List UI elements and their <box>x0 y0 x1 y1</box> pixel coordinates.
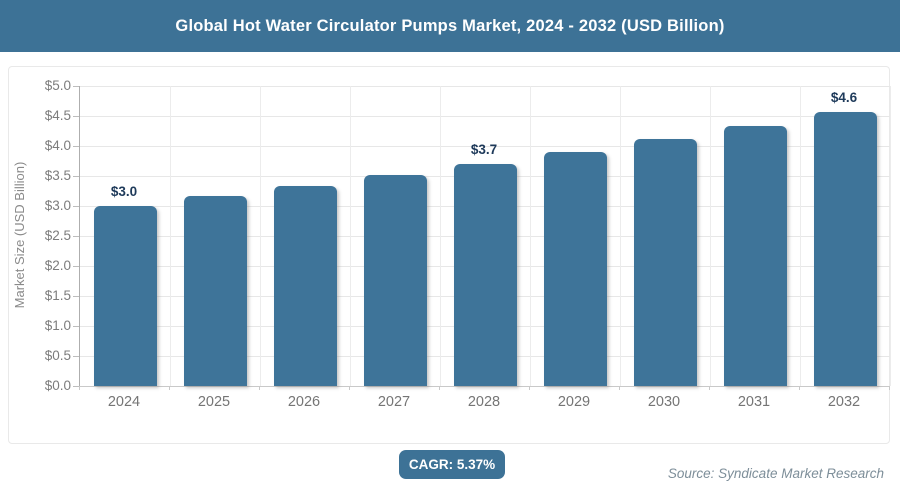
y-tick <box>73 145 79 147</box>
x-axis-label: 2032 <box>827 394 861 410</box>
y-tick <box>73 175 79 177</box>
bar-value-label: $3.7 <box>470 142 498 157</box>
bar <box>273 186 337 386</box>
bar-value-label: $3.0 <box>110 184 138 199</box>
x-axis-label: 2026 <box>287 394 321 410</box>
y-tick-label: $3.0 <box>44 198 71 213</box>
y-tick <box>73 115 79 117</box>
y-tick-label: $1.5 <box>44 288 71 303</box>
bar <box>633 139 697 386</box>
x-gridline <box>439 86 441 386</box>
x-gridline <box>889 86 891 386</box>
chart-title-bar: Global Hot Water Circulator Pumps Market… <box>0 0 900 52</box>
y-tick-label: $3.5 <box>44 168 71 183</box>
y-tick <box>73 85 79 87</box>
y-tick <box>73 205 79 207</box>
x-tick <box>798 386 800 390</box>
y-tick <box>73 325 79 327</box>
x-axis-label: 2028 <box>467 394 501 410</box>
bar <box>813 112 877 386</box>
y-tick <box>73 265 79 267</box>
y-gridline <box>80 115 890 117</box>
y-tick-label: $2.5 <box>44 228 71 243</box>
y-axis-title: Market Size (USD Billion) <box>12 161 27 309</box>
x-tick <box>618 386 620 390</box>
x-tick <box>348 386 350 390</box>
x-tick <box>888 386 890 390</box>
bar <box>183 196 247 386</box>
y-tick-label: $0.5 <box>44 348 71 363</box>
y-tick <box>73 235 79 237</box>
x-gridline <box>259 86 261 386</box>
y-tick-label: $4.5 <box>44 108 71 123</box>
x-axis-label: 2024 <box>107 394 141 410</box>
x-axis-label: 2029 <box>557 394 591 410</box>
source-note: Source: Syndicate Market Research <box>667 466 884 481</box>
cagr-badge: CAGR: 5.37% <box>399 450 505 479</box>
x-tick <box>168 386 170 390</box>
x-axis-label: 2030 <box>647 394 681 410</box>
y-tick <box>73 385 79 387</box>
x-tick <box>528 386 530 390</box>
x-gridline <box>169 86 171 386</box>
bar <box>453 164 517 386</box>
bar <box>363 175 427 386</box>
bar <box>93 206 157 386</box>
y-tick-label: $5.0 <box>44 78 71 93</box>
bar <box>543 152 607 386</box>
bar-value-label: $4.6 <box>830 90 858 106</box>
plot-area <box>73 85 891 387</box>
y-tick <box>73 295 79 297</box>
y-gridline <box>80 85 890 87</box>
y-tick-label: $1.0 <box>44 318 71 333</box>
x-axis-label: 2025 <box>197 394 231 410</box>
x-gridline <box>349 86 351 386</box>
x-axis-label: 2027 <box>377 394 411 410</box>
x-gridline <box>619 86 621 386</box>
x-gridline <box>529 86 531 386</box>
chart-card: $0.0 $0.5 $1.0 $1.5 $2.0 $2.5 $3.0 $3.5 $4.0 $4.5… <box>8 66 891 444</box>
page-title: Global Hot Water Circulator Pumps Market… <box>175 16 725 35</box>
x-tick <box>438 386 440 390</box>
x-tick <box>258 386 260 390</box>
y-tick-label: $4.0 <box>44 138 71 153</box>
x-axis-label: 2031 <box>737 394 771 410</box>
x-tick <box>708 386 710 390</box>
y-gridline <box>80 145 890 147</box>
bar <box>723 126 787 386</box>
y-tick <box>73 355 79 357</box>
y-tick-label: $2.0 <box>44 258 71 273</box>
x-tick <box>78 386 80 390</box>
x-gridline <box>709 86 711 386</box>
y-tick-label: $0.0 <box>44 378 71 393</box>
x-gridline <box>799 86 801 386</box>
